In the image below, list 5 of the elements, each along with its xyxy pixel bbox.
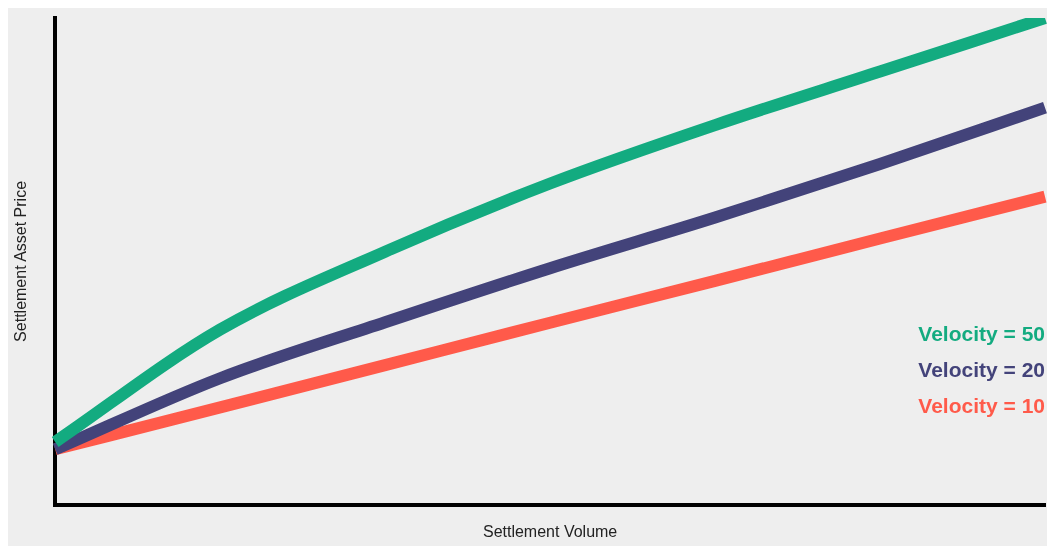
text: Velocity = 10 bbox=[918, 393, 1045, 417]
text: Velocity = 20 bbox=[918, 357, 1045, 381]
x-axis-title: Settlement Volume bbox=[482, 522, 618, 540]
text: Velocity = 50 bbox=[918, 321, 1045, 345]
y-axis-title: Settlement Asset Price bbox=[12, 180, 30, 342]
